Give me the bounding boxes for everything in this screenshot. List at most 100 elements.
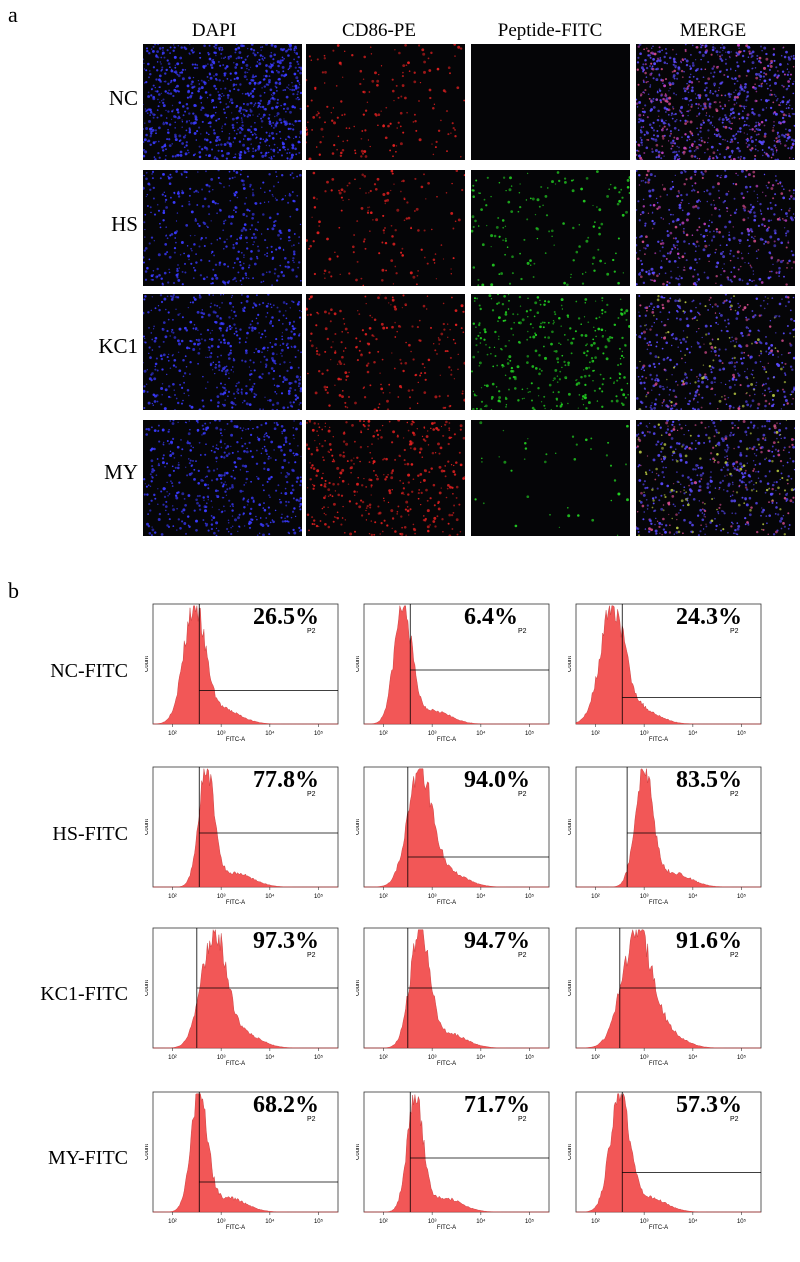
x-tick-label: 10⁵ (525, 893, 535, 900)
plot-frame (152, 766, 339, 888)
x-tick-label: 10³ (640, 894, 649, 900)
x-tick-label: 10³ (217, 731, 226, 737)
histogram-area (576, 928, 761, 1049)
micrograph-hs-peptidefitc (471, 170, 630, 286)
histogram: 10² 10³ 10⁴ 10⁵ FITC-A Count (567, 766, 762, 906)
flow-plot-my-fitc-2: 10² 10³ 10⁴ 10⁵ FITC-A Count 71.7% P2 (355, 1086, 555, 1234)
histogram: 10² 10³ 10⁴ 10⁵ FITC-A Count (567, 927, 762, 1067)
x-tick-label: 10² (591, 1219, 600, 1225)
micrograph-my-cd86pe (306, 420, 465, 536)
gate-label: P2 (307, 628, 316, 635)
flow-row-label-my: MY-FITC (47, 1147, 128, 1169)
flow-plot-hs-fitc-3: 10² 10³ 10⁴ 10⁵ FITC-A Count 83.5% P2 (567, 761, 767, 909)
y-axis-label: Count (356, 1144, 361, 1160)
flow-plot-kc1-fitc-3: 10² 10³ 10⁴ 10⁵ FITC-A Count 91.6% P2 (567, 922, 767, 1070)
histogram: 10² 10³ 10⁴ 10⁵ FITC-A Count (567, 1091, 762, 1231)
x-axis-label: FITC-A (649, 900, 668, 906)
x-axis-label: FITC-A (437, 737, 456, 743)
y-axis-label: Count (568, 819, 573, 835)
flow-plot-hs-fitc-1: 10² 10³ 10⁴ 10⁵ FITC-A Count 77.8% P2 (144, 761, 344, 909)
micrograph-my-peptidefitc (471, 420, 630, 536)
y-axis-label: Count (568, 980, 573, 996)
panel-a-letter: a (8, 2, 18, 27)
flow-plot-nc-fitc-3: 10² 10³ 10⁴ 10⁵ FITC-A Count 24.3% P2 (567, 598, 767, 746)
x-axis-label: FITC-A (437, 1225, 456, 1231)
y-axis-label: Count (356, 656, 361, 672)
micrograph-nc-dapi (143, 44, 302, 160)
gate-label: P2 (518, 952, 527, 959)
micrograph-my-dapi (143, 420, 302, 536)
plot-frame (363, 766, 550, 888)
x-tick-label: 10⁴ (265, 1218, 275, 1225)
flow-plot-my-fitc-3: 10² 10³ 10⁴ 10⁵ FITC-A Count 57.3% P2 (567, 1086, 767, 1234)
flow-row-label-kc1: KC1-FITC (40, 983, 128, 1005)
x-axis-label: FITC-A (226, 900, 245, 906)
x-tick-label: 10⁴ (265, 893, 275, 900)
flow-plot-my-fitc-1: 10² 10³ 10⁴ 10⁵ FITC-A Count 68.2% P2 (144, 1086, 344, 1234)
micrograph-nc-cd86pe (306, 44, 465, 160)
x-tick-label: 10⁵ (525, 1054, 535, 1061)
x-axis-label: FITC-A (437, 900, 456, 906)
flow-plot-hs-fitc-2: 10² 10³ 10⁴ 10⁵ FITC-A Count 94.0% P2 (355, 761, 555, 909)
micrograph-hs-merge (636, 170, 795, 286)
x-tick-label: 10² (168, 731, 177, 737)
x-tick-label: 10⁴ (476, 1054, 486, 1061)
x-tick-label: 10⁵ (737, 1218, 747, 1225)
gate-label: P2 (730, 791, 739, 798)
y-axis-label: Count (568, 656, 573, 672)
histogram: 10² 10³ 10⁴ 10⁵ FITC-A Count (144, 927, 339, 1067)
percentage-value: 77.8% (253, 767, 319, 793)
y-axis-label: Count (145, 1144, 150, 1160)
row-label-nc: NC (108, 86, 138, 110)
percentage-value: 71.7% (464, 1092, 530, 1118)
column-header-cd86: CD86-PE (342, 20, 416, 41)
histogram: 10² 10³ 10⁴ 10⁵ FITC-A Count (355, 603, 550, 743)
percentage-value: 94.0% (464, 767, 530, 793)
x-tick-label: 10³ (640, 731, 649, 737)
x-tick-label: 10⁵ (314, 1218, 324, 1225)
x-tick-label: 10² (168, 1055, 177, 1061)
percentage-value: 24.3% (676, 604, 742, 630)
x-tick-label: 10² (379, 1055, 388, 1061)
flow-plot-nc-fitc-1: 10² 10³ 10⁴ 10⁵ FITC-A Count 26.5% P2 (144, 598, 344, 746)
histogram: 10² 10³ 10⁴ 10⁵ FITC-A Count (144, 1091, 339, 1231)
y-axis-label: Count (145, 819, 150, 835)
x-tick-label: 10³ (428, 1219, 437, 1225)
gate-label: P2 (518, 791, 527, 798)
y-axis-label: Count (356, 980, 361, 996)
x-tick-label: 10² (379, 894, 388, 900)
micrograph-kc1-dapi (143, 294, 302, 410)
y-axis-label: Count (145, 656, 150, 672)
percentage-value: 94.7% (464, 928, 530, 954)
gate-label: P2 (518, 1116, 527, 1123)
micrograph-hs-cd86pe (306, 170, 465, 286)
histogram: 10² 10³ 10⁴ 10⁵ FITC-A Count (355, 1091, 550, 1231)
histogram-area (576, 768, 761, 888)
x-tick-label: 10⁴ (265, 730, 275, 737)
x-axis-label: FITC-A (649, 1061, 668, 1067)
column-header-merge: MERGE (679, 20, 747, 41)
micrograph-hs-dapi (143, 170, 302, 286)
x-tick-label: 10⁵ (314, 893, 324, 900)
x-tick-label: 10³ (428, 731, 437, 737)
column-header-peptide: Peptide-FITC (497, 20, 603, 41)
x-tick-label: 10⁵ (314, 1054, 324, 1061)
x-axis-label: FITC-A (437, 1061, 456, 1067)
plot-frame (575, 766, 762, 888)
x-tick-label: 10² (591, 894, 600, 900)
percentage-value: 91.6% (676, 928, 742, 954)
x-tick-label: 10⁴ (688, 1218, 698, 1225)
gate-label: P2 (518, 628, 527, 635)
x-tick-label: 10³ (217, 1055, 226, 1061)
x-tick-label: 10⁵ (314, 730, 324, 737)
micrograph-kc1-cd86pe (306, 294, 465, 410)
x-tick-label: 10⁵ (525, 730, 535, 737)
histogram: 10² 10³ 10⁴ 10⁵ FITC-A Count (355, 927, 550, 1067)
row-label-kc1: KC1 (98, 334, 138, 358)
x-tick-label: 10² (379, 731, 388, 737)
gate-label: P2 (307, 791, 316, 798)
x-tick-label: 10⁴ (476, 1218, 486, 1225)
x-tick-label: 10² (168, 1219, 177, 1225)
x-axis-label: FITC-A (226, 1225, 245, 1231)
percentage-value: 6.4% (464, 604, 518, 630)
